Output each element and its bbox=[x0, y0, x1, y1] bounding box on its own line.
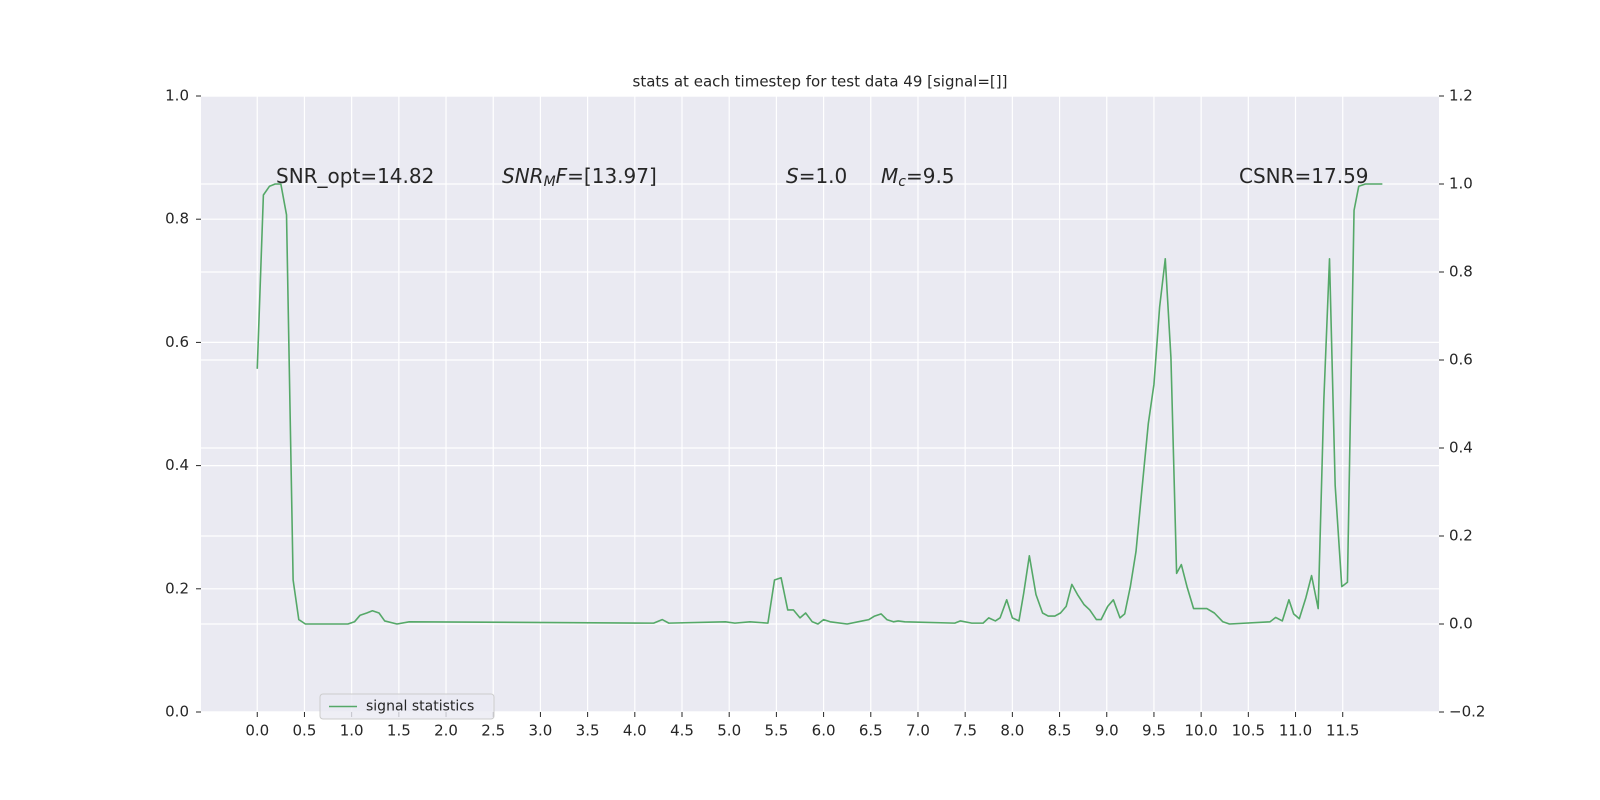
annotation-part: M bbox=[544, 174, 556, 190]
x-tick-label: 5.5 bbox=[764, 722, 788, 740]
x-tick-label: 0.0 bbox=[245, 722, 269, 740]
x-tick-label: 3.0 bbox=[528, 722, 552, 740]
annotation-part: SNR bbox=[502, 164, 544, 188]
annotation-part: SNR_opt=14.82 bbox=[276, 164, 434, 188]
y2-tick-label: 1.0 bbox=[1449, 175, 1473, 193]
y2-tick-label: 1.2 bbox=[1449, 87, 1473, 105]
x-tick-label: 1.0 bbox=[340, 722, 364, 740]
y2-tick-label: 0.0 bbox=[1449, 615, 1473, 633]
x-tick-label: 11.0 bbox=[1279, 722, 1312, 740]
y-tick-label: 0.4 bbox=[165, 456, 189, 474]
annotation: Mc=9.5 bbox=[881, 164, 955, 191]
x-tick-label: 2.5 bbox=[481, 722, 505, 740]
annotation-part: F bbox=[556, 164, 568, 188]
annotation: SNR_opt=14.82 bbox=[276, 164, 434, 188]
annotation-part: M bbox=[881, 164, 898, 188]
legend-label: signal statistics bbox=[366, 699, 474, 715]
x-tick-label: 9.0 bbox=[1095, 722, 1119, 740]
annotation-part: =[13.97] bbox=[567, 164, 657, 188]
y2-tick-label: 0.8 bbox=[1449, 263, 1473, 281]
x-tick-label: 5.0 bbox=[717, 722, 741, 740]
x-tick-label: 4.0 bbox=[623, 722, 647, 740]
y-tick-label: 0.8 bbox=[165, 210, 189, 228]
x-tick-label: 11.5 bbox=[1326, 722, 1359, 740]
annotation-part: =1.0 bbox=[799, 164, 848, 188]
x-tick-label: 10.0 bbox=[1184, 722, 1217, 740]
y-tick-label: 0.6 bbox=[165, 333, 189, 351]
y-tick-label: 1.0 bbox=[165, 87, 189, 105]
y-tick-label: 0.0 bbox=[165, 703, 189, 721]
x-tick-label: 3.5 bbox=[576, 722, 600, 740]
x-tick-label: 7.0 bbox=[906, 722, 930, 740]
y2-tick-label: −0.2 bbox=[1449, 703, 1485, 721]
x-tick-label: 9.5 bbox=[1142, 722, 1166, 740]
annotation-part: CSNR=17.59 bbox=[1239, 164, 1369, 188]
annotation: S=1.0 bbox=[786, 164, 847, 188]
plot-background bbox=[201, 96, 1439, 712]
y2-tick-label: 0.2 bbox=[1449, 527, 1473, 545]
x-tick-label: 8.0 bbox=[1000, 722, 1024, 740]
x-tick-label: 1.5 bbox=[387, 722, 411, 740]
annotation: CSNR=17.59 bbox=[1239, 164, 1369, 188]
annotation: SNRMF=[13.97] bbox=[502, 164, 657, 191]
annotation-part: S bbox=[786, 164, 799, 188]
annotation-part: c bbox=[898, 174, 906, 190]
x-tick-label: 2.0 bbox=[434, 722, 458, 740]
y2-tick-label: 0.6 bbox=[1449, 351, 1473, 369]
y2-tick-label: 0.4 bbox=[1449, 439, 1473, 457]
x-tick-label: 10.5 bbox=[1232, 722, 1265, 740]
x-tick-label: 6.5 bbox=[859, 722, 883, 740]
data-line bbox=[256, 183, 1383, 625]
annotation-part: =9.5 bbox=[906, 164, 955, 188]
y-tick-label: 0.2 bbox=[165, 579, 189, 597]
x-tick-label: 7.5 bbox=[953, 722, 977, 740]
x-tick-label: 4.5 bbox=[670, 722, 694, 740]
x-tick-label: 6.0 bbox=[812, 722, 836, 740]
x-tick-label: 8.5 bbox=[1048, 722, 1072, 740]
x-tick-label: 0.5 bbox=[293, 722, 317, 740]
legend-box bbox=[319, 693, 495, 720]
chart-title: stats at each timestep for test data 49 … bbox=[633, 73, 1008, 91]
